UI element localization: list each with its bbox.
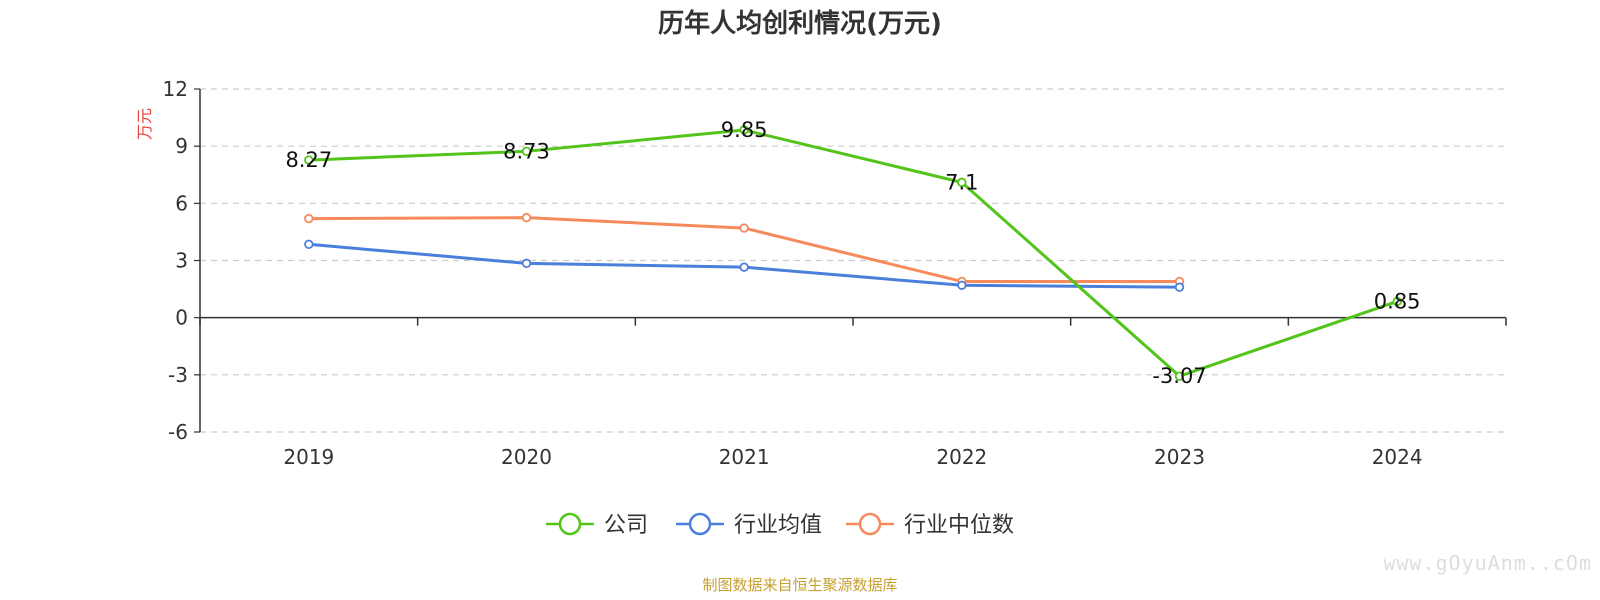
y-tick-label: -3: [168, 363, 188, 387]
data-point[interactable]: [739, 262, 749, 272]
x-tick-label: 2022: [936, 445, 987, 469]
y-tick-label: 12: [163, 77, 188, 101]
data-label: 0.85: [1374, 289, 1421, 313]
data-point[interactable]: [304, 239, 314, 250]
series-lines: [304, 125, 1402, 381]
y-tick-label: -6: [168, 420, 188, 444]
series-line-0: [308, 128, 1398, 378]
x-tick-label: 2023: [1154, 445, 1205, 469]
watermark: www.gOyuAnm..cOm: [1383, 551, 1592, 575]
data-label: 8.27: [285, 148, 332, 172]
legend-marker[interactable]: [858, 512, 882, 536]
legend-label[interactable]: 公司: [604, 513, 648, 538]
data-point[interactable]: [957, 280, 967, 290]
legend-label[interactable]: 行业均值: [734, 513, 822, 538]
y-tick-label: 6: [175, 191, 188, 215]
legend-label[interactable]: 行业中位数: [904, 513, 1014, 538]
chart-title: 历年人均创利情况(万元): [658, 8, 942, 39]
gridlines: [200, 88, 1506, 433]
data-label: -3.07: [1152, 364, 1206, 388]
source-note: 制图数据来自恒生聚源数据库: [702, 576, 897, 594]
legend-marker[interactable]: [558, 512, 582, 536]
x-tick-label: 2019: [283, 445, 334, 469]
legend[interactable]: 公司 行业均值 行业中位数: [546, 512, 1014, 538]
data-label: 7.1: [945, 170, 978, 194]
legend-marker[interactable]: [688, 512, 712, 536]
x-tick-label: 2024: [1372, 445, 1423, 469]
data-point[interactable]: [957, 177, 967, 188]
y-tick-label: 0: [175, 306, 188, 330]
data-point[interactable]: [304, 155, 314, 165]
y-axis-label: 万元: [135, 108, 154, 140]
y-tick-label: 9: [175, 134, 188, 158]
data-point[interactable]: [521, 258, 532, 269]
data-labels: 8.27 8.73 9.85 7.1 -3.07 0.85: [285, 118, 1420, 388]
y-tick-label: 3: [175, 249, 188, 273]
data-point[interactable]: [1174, 282, 1185, 292]
data-point[interactable]: [739, 125, 749, 135]
data-point[interactable]: [1392, 296, 1402, 307]
x-tick-label: 2021: [719, 445, 770, 469]
data-label: 8.73: [503, 139, 550, 163]
data-point[interactable]: [739, 223, 749, 233]
data-point[interactable]: [521, 212, 532, 223]
data-point[interactable]: [304, 213, 314, 224]
data-point[interactable]: [1174, 371, 1185, 381]
x-tick-label: 2020: [501, 445, 552, 469]
data-label: 9.85: [721, 118, 768, 142]
data-point[interactable]: [521, 146, 532, 157]
axes: -6 -3 0 3 6 9 12 2019 2020 2021 2022 2023 2024: [163, 77, 1507, 469]
